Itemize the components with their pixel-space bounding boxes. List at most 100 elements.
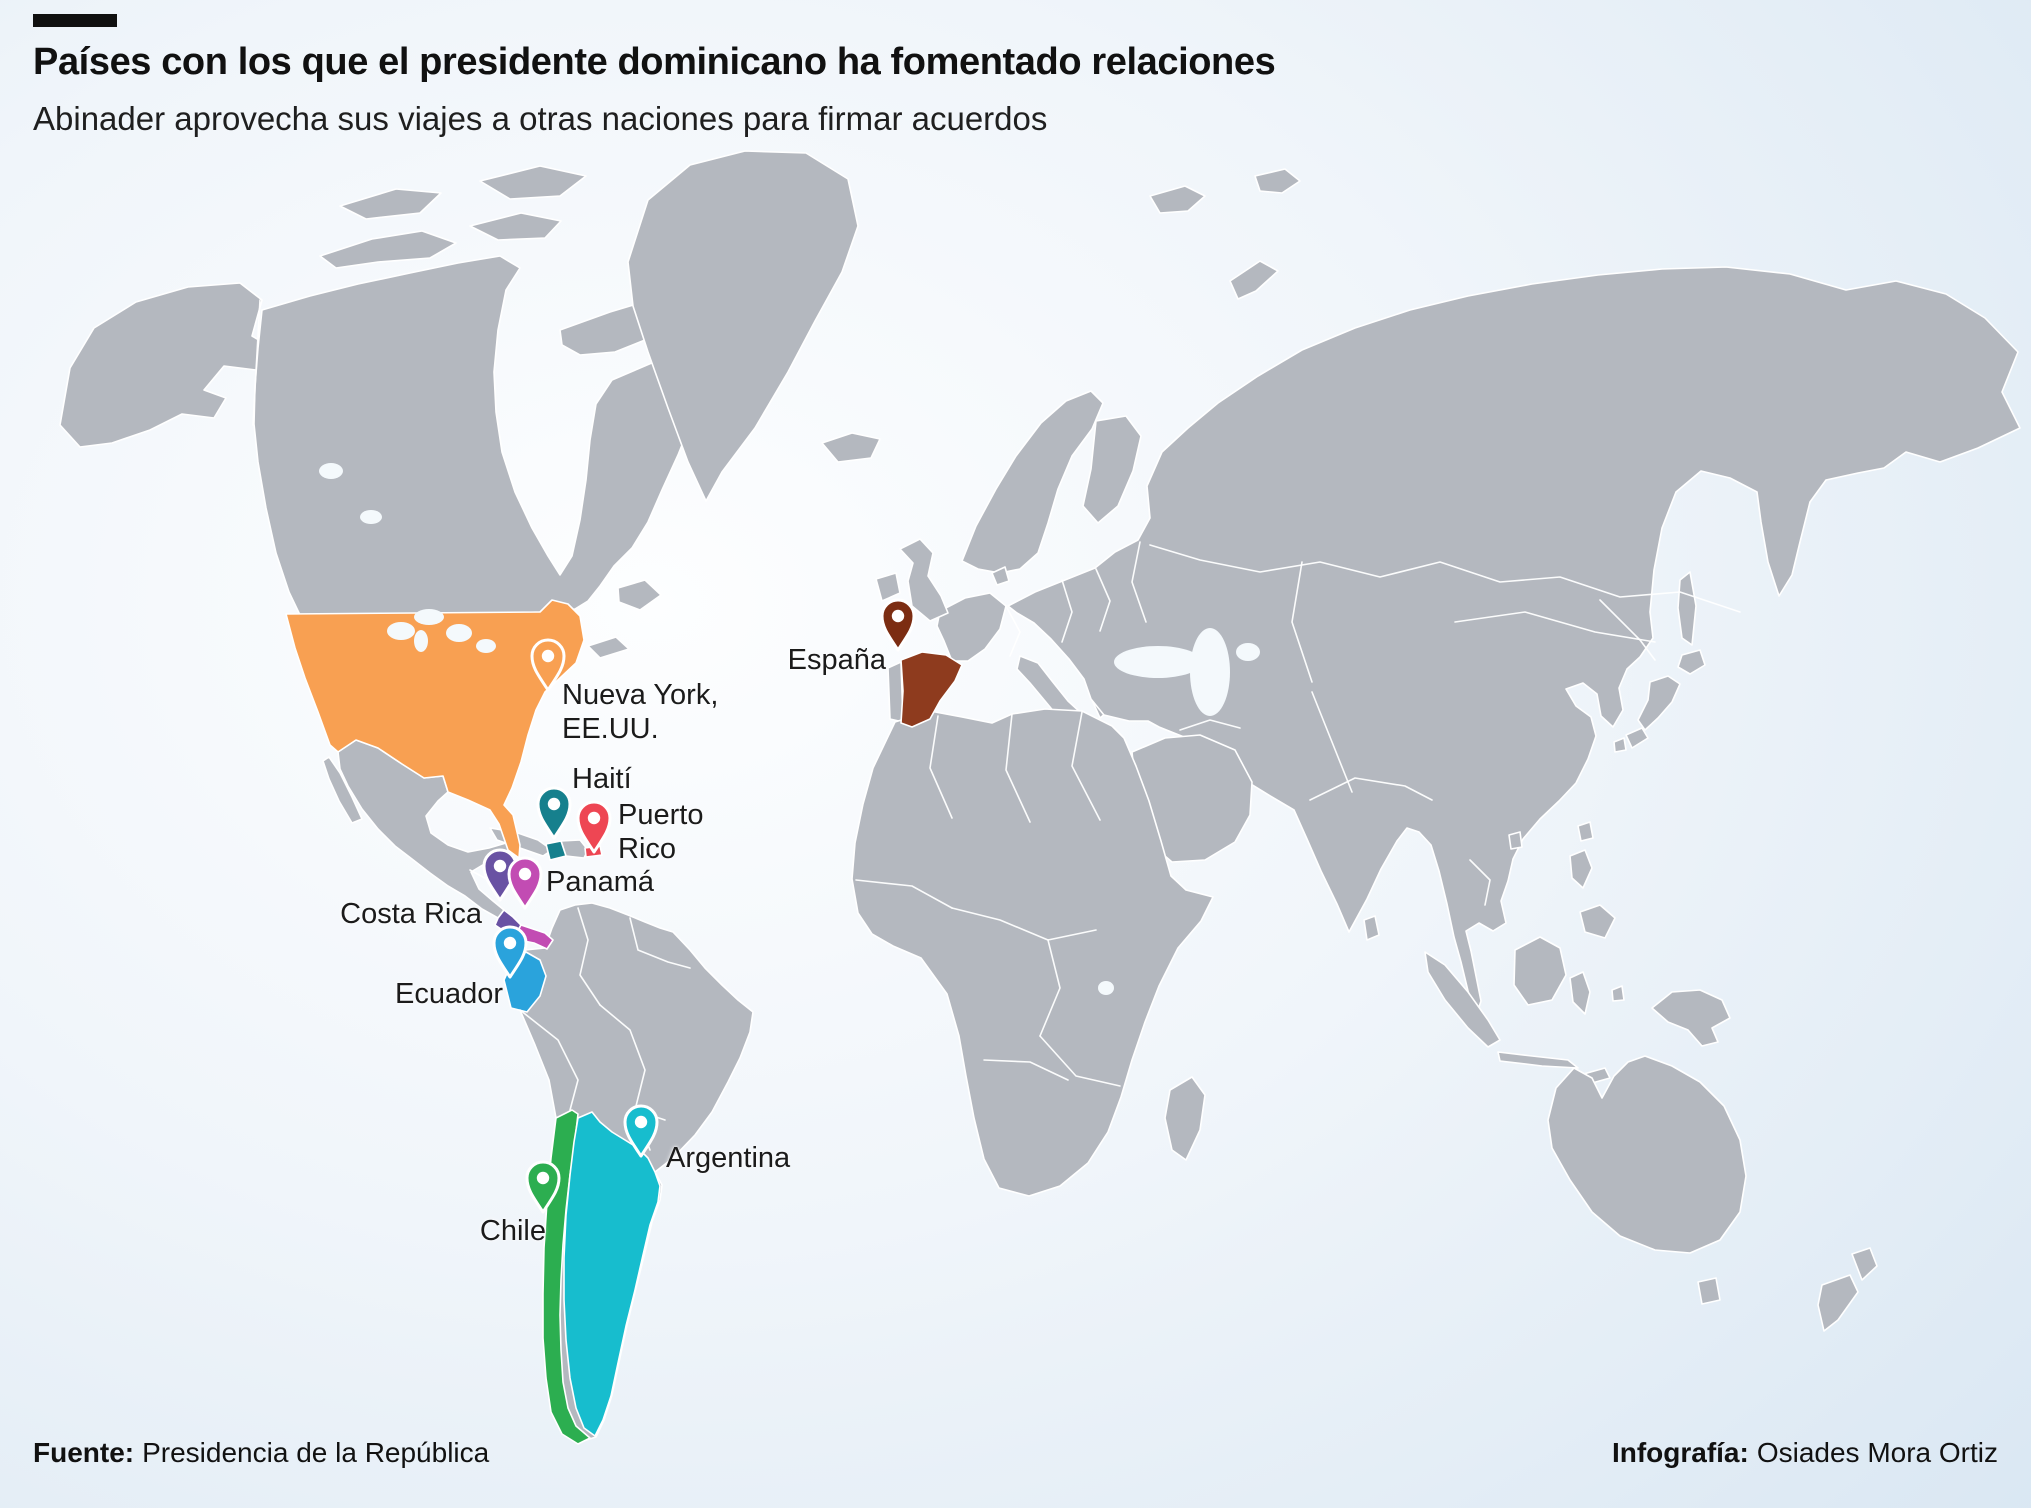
great-slave-lake bbox=[360, 510, 382, 524]
border-peru-bolivia bbox=[519, 1009, 579, 1111]
landmass-africa bbox=[851, 708, 1214, 1197]
lake-victoria bbox=[1098, 981, 1114, 995]
landmass-tasmania bbox=[1697, 1277, 1721, 1305]
landmass-sulawesi bbox=[1569, 971, 1591, 1015]
landmass-nova-scotia bbox=[587, 636, 630, 659]
landmass-franz-josef bbox=[1254, 168, 1301, 194]
landmass-java bbox=[1497, 1051, 1579, 1069]
landmass-ireland bbox=[875, 572, 901, 602]
landmass-arctic-island-1 bbox=[319, 230, 457, 269]
landmass-sumatra bbox=[1424, 951, 1501, 1048]
border-mongolia bbox=[1454, 611, 1656, 643]
landmass-new-guinea bbox=[1651, 989, 1731, 1047]
landmass-novaya-zemlya bbox=[1229, 260, 1279, 300]
map-pin-argentina bbox=[623, 1104, 659, 1158]
map-pin-ecuador bbox=[492, 925, 528, 979]
border-alaska-canada bbox=[252, 299, 261, 426]
landmass-madagascar bbox=[1164, 1076, 1206, 1161]
border-africa-east bbox=[1039, 1035, 1121, 1087]
border-iran-pakistan bbox=[1311, 691, 1353, 793]
landmass-philippines-luzon bbox=[1569, 849, 1593, 889]
lake-superior bbox=[387, 622, 415, 640]
pin-hole bbox=[634, 1115, 648, 1129]
border-russia-south bbox=[1149, 544, 1741, 613]
pin-shape bbox=[530, 638, 566, 692]
landmass-new-zealand-south bbox=[1817, 1274, 1859, 1332]
landmass-australia bbox=[1547, 1055, 1747, 1254]
credit-text: Osiades Mora Ortiz bbox=[1756, 1437, 1998, 1468]
landmass-newfoundland bbox=[617, 579, 662, 611]
pin-shape bbox=[507, 856, 543, 910]
border-europe-3 bbox=[1095, 568, 1111, 632]
border-europe-2 bbox=[1061, 579, 1073, 643]
border-africa-egypt bbox=[1071, 711, 1101, 821]
pin-hole bbox=[518, 867, 532, 881]
landmass-honshu bbox=[1637, 675, 1681, 731]
landmass-shikoku bbox=[1613, 737, 1627, 753]
landmass-denmark bbox=[991, 566, 1010, 586]
border-colombia-venezuela bbox=[577, 907, 601, 1006]
pin-shape bbox=[492, 925, 528, 979]
lake-michigan bbox=[414, 630, 428, 652]
page-subtitle: Abinader aprovecha sus viajes a otras na… bbox=[33, 100, 1048, 137]
border-africa-west-1 bbox=[929, 715, 953, 819]
map-pin-chile bbox=[525, 1160, 561, 1214]
lakes bbox=[319, 463, 1260, 995]
landmass-arctic-island-3 bbox=[479, 165, 587, 200]
landmass-kyushu bbox=[1625, 727, 1649, 749]
pin-shape bbox=[525, 1160, 561, 1214]
border-africa-sahel-2 bbox=[951, 907, 1097, 941]
map-pin-puerto-rico bbox=[576, 800, 612, 854]
border-indochina bbox=[1469, 859, 1491, 906]
pin-shape bbox=[576, 800, 612, 854]
pin-hole bbox=[541, 649, 555, 663]
pin-shape bbox=[536, 786, 572, 840]
black-sea bbox=[1114, 646, 1202, 678]
pin-hole bbox=[891, 609, 905, 623]
country-borders bbox=[252, 299, 1741, 1151]
pin-hole bbox=[503, 936, 517, 950]
landmass-hokkaido bbox=[1677, 649, 1706, 675]
landmass-iceland bbox=[821, 432, 881, 463]
source-line: Fuente: Presidencia de la República bbox=[33, 1437, 489, 1469]
landmass-europe-portugal bbox=[887, 661, 904, 723]
country-spain bbox=[900, 651, 963, 728]
map-pin-panama bbox=[507, 856, 543, 910]
landmass-arctic-island-4 bbox=[339, 188, 442, 220]
source-label: Fuente: bbox=[33, 1437, 135, 1468]
pin-shape bbox=[880, 598, 916, 652]
landmass-svalbard bbox=[1149, 185, 1206, 214]
credit-line: Infografía: Osiades Mora Ortiz bbox=[1612, 1437, 1998, 1469]
border-europe-4 bbox=[1131, 541, 1147, 623]
lake-huron bbox=[414, 609, 444, 625]
landmass-finland bbox=[1082, 415, 1142, 524]
pin-shape bbox=[623, 1104, 659, 1158]
landmass-greenland bbox=[627, 150, 859, 502]
lake-ontario bbox=[476, 639, 496, 653]
border-africa-libya bbox=[1005, 713, 1031, 823]
page-title: Países con los que el presidente dominic… bbox=[33, 41, 1276, 83]
map-pin-nueva-york bbox=[530, 638, 566, 692]
great-bear-lake bbox=[319, 463, 343, 479]
header: Países con los que el presidente dominic… bbox=[33, 14, 1276, 138]
landmass-moluccas bbox=[1611, 985, 1625, 1002]
pin-hole bbox=[536, 1171, 550, 1185]
landmass-eurasia bbox=[1007, 266, 2021, 1017]
map-pin-haiti bbox=[536, 786, 572, 840]
landmass-arctic-island-2 bbox=[469, 212, 562, 241]
map-markers bbox=[482, 598, 916, 1214]
border-venezuela-guyana bbox=[629, 917, 691, 969]
landmass-scandinavia bbox=[961, 390, 1104, 574]
landmass-taiwan bbox=[1577, 821, 1594, 842]
border-africa-south bbox=[983, 1059, 1069, 1081]
lake-erie bbox=[446, 624, 472, 642]
landmass-hainan bbox=[1508, 831, 1523, 850]
credit-label: Infografía: bbox=[1611, 1437, 1749, 1468]
map-pin-espana bbox=[880, 598, 916, 652]
border-turkey-iran bbox=[1179, 719, 1241, 731]
aral-sea bbox=[1236, 643, 1260, 661]
footer: Fuente: Presidencia de la República Infog… bbox=[33, 1437, 1998, 1469]
landmass-europe-france bbox=[936, 592, 1007, 662]
